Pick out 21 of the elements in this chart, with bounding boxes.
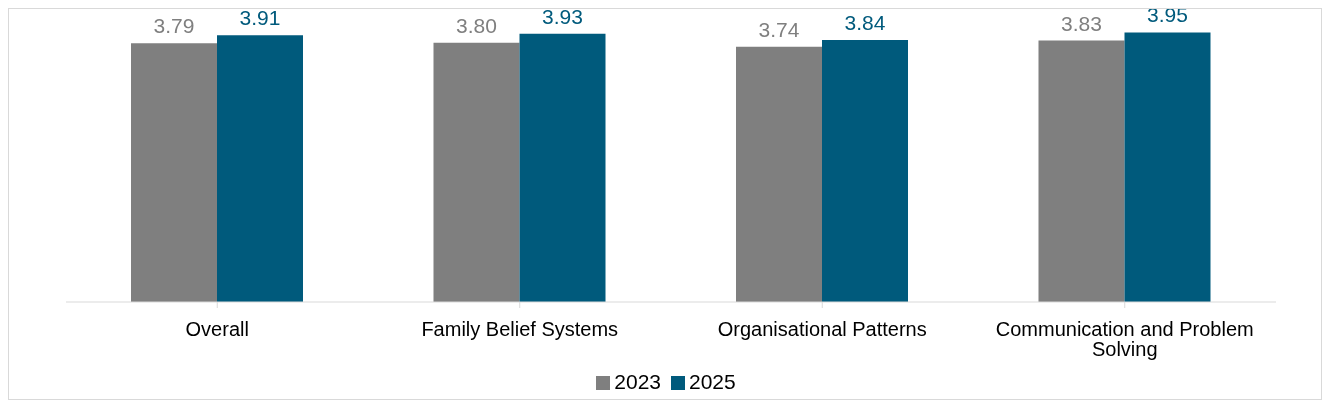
data-label: 3.93: [542, 4, 583, 28]
bar: [433, 42, 520, 302]
data-label: 3.83: [1061, 11, 1102, 35]
data-label: 3.74: [758, 17, 800, 41]
data-label: 3.79: [153, 14, 195, 38]
bar: [1124, 32, 1211, 302]
data-label: 3.84: [844, 10, 886, 34]
bar: [822, 39, 908, 302]
legend-label: 2023: [614, 370, 661, 393]
data-label: 3.91: [239, 6, 281, 30]
x-tick-label: Overall: [185, 318, 249, 341]
bar: [131, 43, 217, 302]
x-tick-label: Family Belief Systems: [421, 318, 619, 341]
bar: [519, 33, 606, 302]
x-tick-label: Organisational Patterns: [717, 318, 927, 341]
legend-label: 2025: [689, 370, 736, 393]
x-tick-label: Communication and Problem Solving: [995, 318, 1254, 361]
bar: [217, 35, 303, 302]
bar: [1038, 40, 1125, 302]
bar: [736, 46, 822, 302]
data-label: 3.80: [456, 13, 497, 37]
